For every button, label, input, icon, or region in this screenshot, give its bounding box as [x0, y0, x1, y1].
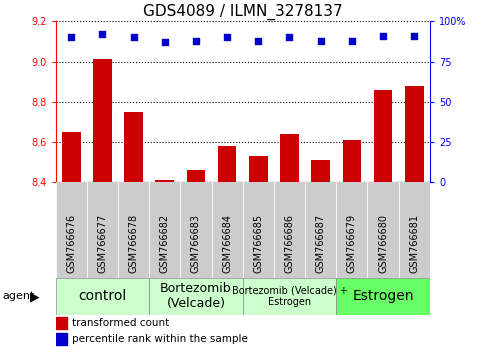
Bar	[118, 182, 149, 278]
Text: Bortezomib
(Velcade): Bortezomib (Velcade)	[160, 282, 232, 310]
Bar	[249, 156, 268, 182]
Bar	[124, 112, 143, 182]
Bar	[336, 278, 430, 315]
Text: percentile rank within the sample: percentile rank within the sample	[72, 334, 248, 344]
Bar	[186, 170, 205, 182]
Point	[223, 34, 231, 40]
Text: GSM766681: GSM766681	[409, 214, 419, 273]
Bar	[87, 182, 118, 278]
Bar	[180, 182, 212, 278]
Text: GSM766683: GSM766683	[191, 214, 201, 273]
Text: GSM766676: GSM766676	[66, 214, 76, 273]
Text: control: control	[78, 290, 127, 303]
Point	[192, 38, 200, 44]
Bar	[336, 182, 368, 278]
Text: GSM766678: GSM766678	[128, 214, 139, 273]
Text: GSM766682: GSM766682	[160, 214, 170, 273]
Title: GDS4089 / ILMN_3278137: GDS4089 / ILMN_3278137	[143, 4, 342, 20]
Point	[129, 34, 137, 40]
Bar	[242, 278, 336, 315]
Point	[317, 38, 325, 44]
Bar	[342, 140, 361, 182]
Bar	[242, 182, 274, 278]
Text: agent: agent	[2, 291, 35, 302]
Bar	[93, 59, 112, 182]
Text: GSM766686: GSM766686	[284, 214, 295, 273]
Bar	[280, 134, 299, 182]
Bar	[218, 146, 237, 182]
Bar	[374, 90, 392, 182]
Bar	[274, 182, 305, 278]
Text: GSM766687: GSM766687	[316, 214, 326, 273]
Bar	[62, 132, 81, 182]
Text: GSM766685: GSM766685	[253, 214, 263, 273]
Point	[161, 39, 169, 45]
Point	[99, 31, 106, 37]
Bar	[56, 317, 67, 329]
Bar	[405, 86, 424, 182]
Bar	[156, 180, 174, 182]
Text: GSM766679: GSM766679	[347, 214, 357, 273]
Bar	[212, 182, 242, 278]
Text: Estrogen: Estrogen	[352, 290, 414, 303]
Bar	[368, 182, 398, 278]
Bar	[149, 278, 242, 315]
Text: GSM766684: GSM766684	[222, 214, 232, 273]
Point	[67, 34, 75, 40]
Point	[379, 33, 387, 39]
Bar	[56, 333, 67, 346]
Bar	[305, 182, 336, 278]
Text: GSM766677: GSM766677	[98, 214, 107, 273]
Bar	[56, 182, 87, 278]
Text: transformed count: transformed count	[72, 318, 170, 329]
Point	[285, 34, 293, 40]
Bar	[56, 278, 149, 315]
Bar	[398, 182, 430, 278]
Bar	[312, 160, 330, 182]
Point	[348, 38, 356, 44]
Text: Bortezomib (Velcade) +
Estrogen: Bortezomib (Velcade) + Estrogen	[231, 286, 347, 307]
Bar	[149, 182, 180, 278]
Point	[255, 38, 262, 44]
Text: ▶: ▶	[30, 290, 40, 303]
Point	[411, 33, 418, 39]
Text: GSM766680: GSM766680	[378, 214, 388, 273]
